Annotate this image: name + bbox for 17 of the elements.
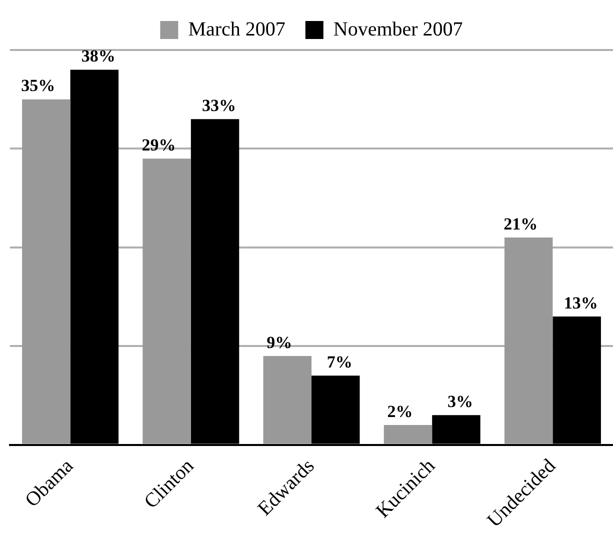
data-label: 2% [387, 402, 413, 421]
bar [142, 158, 191, 444]
data-label: 29% [142, 135, 176, 154]
bar [384, 425, 432, 444]
data-label: 3% [447, 392, 473, 412]
legend-label: March 2007 [188, 18, 286, 40]
legend-label: November 2007 [333, 18, 463, 40]
data-label: 9% [266, 332, 292, 352]
data-label: 13% [564, 293, 598, 312]
bar [22, 99, 70, 444]
data-label: 38% [81, 46, 116, 66]
data-label: 35% [21, 76, 56, 96]
bar [263, 356, 312, 444]
data-label: 21% [504, 214, 538, 234]
bar [504, 238, 553, 444]
data-label: 7% [326, 352, 352, 372]
data-label: 33% [202, 96, 236, 115]
